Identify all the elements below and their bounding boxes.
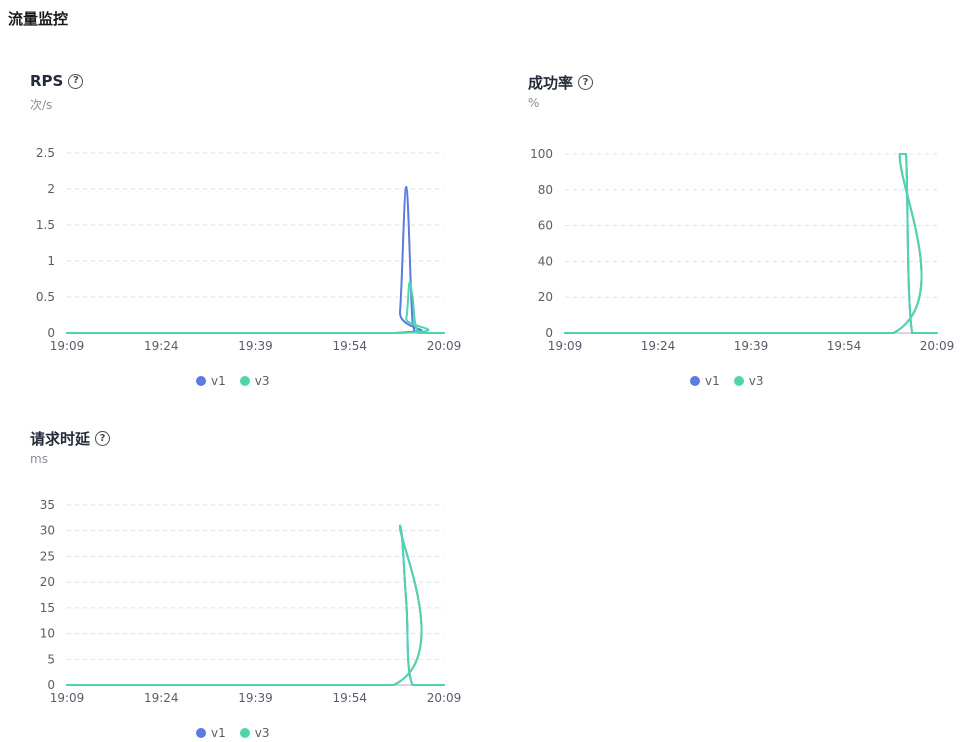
series-line-v3[interactable] bbox=[564, 153, 938, 335]
legend-dot-icon bbox=[239, 728, 250, 738]
rps-chart: 0 0.5 1 1.5 2 2.5 19:09 19:24 19:39 19:54 20:09 bbox=[36, 146, 461, 353]
legend-item-v1[interactable]: v1 bbox=[196, 374, 226, 388]
legend-label: v3 bbox=[748, 374, 764, 388]
rps-unit-label: 次/s bbox=[30, 98, 53, 112]
x-tick-label: 19:39 bbox=[238, 339, 273, 353]
help-icon[interactable]: ? bbox=[68, 73, 84, 89]
latency-legend: v1 v3 bbox=[196, 726, 270, 740]
y-tick-label: 30 bbox=[40, 524, 55, 538]
legend-label: v3 bbox=[254, 374, 270, 388]
legend-label: v1 bbox=[211, 726, 226, 740]
latency-unit-label: ms bbox=[30, 452, 48, 466]
x-tick-label: 19:54 bbox=[827, 339, 862, 353]
success-rate-panel-title: 成功率 ? bbox=[528, 72, 594, 93]
x-tick-label: 19:54 bbox=[332, 691, 367, 705]
y-tick-label: 20 bbox=[40, 575, 55, 589]
latency-chart: 0 5 10 15 20 25 30 35 19:09 19:24 19:39 19:54 20:09 bbox=[40, 498, 462, 705]
legend-item-v3[interactable]: v3 bbox=[733, 374, 764, 388]
series-line-v1[interactable] bbox=[66, 185, 445, 335]
legend-item-v1[interactable]: v1 bbox=[196, 726, 226, 740]
success-rate-panel: 成功率 ? % 0 20 40 60 80 100 19:09 19:24 19:39 19:54… bbox=[528, 72, 955, 402]
x-tick-label: 19:24 bbox=[641, 339, 676, 353]
success-rate-unit-label: % bbox=[528, 96, 540, 110]
latency-title-text: 请求时延 bbox=[30, 430, 91, 448]
rps-panel: RPS ? 次/s 0 0.5 1 1.5 2 2.5 19:09 19:24 19:39 19:… bbox=[30, 72, 461, 402]
x-tick-label: 19:24 bbox=[144, 339, 179, 353]
y-tick-label: 5 bbox=[47, 652, 55, 666]
x-tick-label: 20:09 bbox=[920, 339, 955, 353]
series-line-v1[interactable] bbox=[66, 524, 445, 686]
series-line-v3[interactable] bbox=[66, 281, 445, 335]
y-tick-label: 0 bbox=[47, 326, 55, 340]
x-tick-label: 20:09 bbox=[427, 691, 462, 705]
y-tick-label: 80 bbox=[538, 183, 553, 197]
y-tick-label: 25 bbox=[40, 549, 55, 563]
y-tick-label: 1.5 bbox=[36, 218, 55, 232]
series-line-v3[interactable] bbox=[66, 524, 445, 686]
legend-dot-icon bbox=[239, 376, 250, 386]
y-tick-label: 0.5 bbox=[36, 290, 55, 304]
rps-legend: v1 v3 bbox=[196, 374, 270, 388]
legend-item-v3[interactable]: v3 bbox=[239, 374, 270, 388]
help-icon[interactable]: ? bbox=[578, 75, 594, 90]
page-title: 流量监控 bbox=[8, 10, 69, 28]
y-tick-label: 1 bbox=[47, 254, 55, 268]
y-tick-label: 60 bbox=[538, 219, 553, 233]
legend-label: v3 bbox=[254, 726, 270, 740]
rps-panel-title: RPS ? bbox=[30, 72, 84, 90]
latency-panel: 请求时延 ? ms 0 5 10 15 20 25 30 35 19:09 19:24 19:39 1… bbox=[30, 428, 462, 742]
x-tick-label: 19:39 bbox=[238, 691, 273, 705]
legend-label: v1 bbox=[211, 374, 226, 388]
legend-item-v3[interactable]: v3 bbox=[239, 726, 270, 740]
y-tick-label: 40 bbox=[538, 254, 553, 268]
legend-label: v1 bbox=[705, 374, 720, 388]
x-tick-label: 19:09 bbox=[50, 691, 85, 705]
y-tick-label: 35 bbox=[40, 498, 55, 512]
x-tick-label: 19:24 bbox=[144, 691, 179, 705]
y-tick-label: 15 bbox=[40, 601, 55, 615]
success-rate-legend: v1 v3 bbox=[690, 374, 764, 388]
x-tick-label: 19:09 bbox=[50, 339, 85, 353]
success-rate-title-text: 成功率 bbox=[528, 74, 574, 92]
x-tick-label: 19:09 bbox=[548, 339, 583, 353]
latency-panel-title: 请求时延 ? bbox=[30, 428, 111, 449]
rps-title-text: RPS bbox=[30, 72, 64, 90]
x-tick-label: 19:54 bbox=[332, 339, 367, 353]
y-tick-label: 0 bbox=[47, 678, 55, 692]
series-line-v1[interactable] bbox=[564, 153, 938, 335]
legend-dot-icon bbox=[733, 376, 744, 386]
legend-dot-icon bbox=[690, 376, 700, 386]
legend-item-v1[interactable]: v1 bbox=[690, 374, 720, 388]
legend-dot-icon bbox=[196, 728, 206, 738]
legend-dot-icon bbox=[196, 376, 206, 386]
y-tick-label: 20 bbox=[538, 290, 553, 304]
y-tick-label: 10 bbox=[40, 627, 55, 641]
y-tick-label: 2.5 bbox=[36, 146, 55, 160]
x-tick-label: 19:39 bbox=[734, 339, 769, 353]
y-tick-label: 0 bbox=[545, 326, 553, 340]
help-icon[interactable]: ? bbox=[95, 431, 111, 446]
x-tick-label: 20:09 bbox=[427, 339, 462, 353]
y-tick-label: 2 bbox=[47, 182, 55, 196]
y-tick-label: 100 bbox=[530, 147, 553, 161]
success-rate-chart: 0 20 40 60 80 100 19:09 19:24 19:39 19:54 20:09 bbox=[530, 147, 955, 353]
